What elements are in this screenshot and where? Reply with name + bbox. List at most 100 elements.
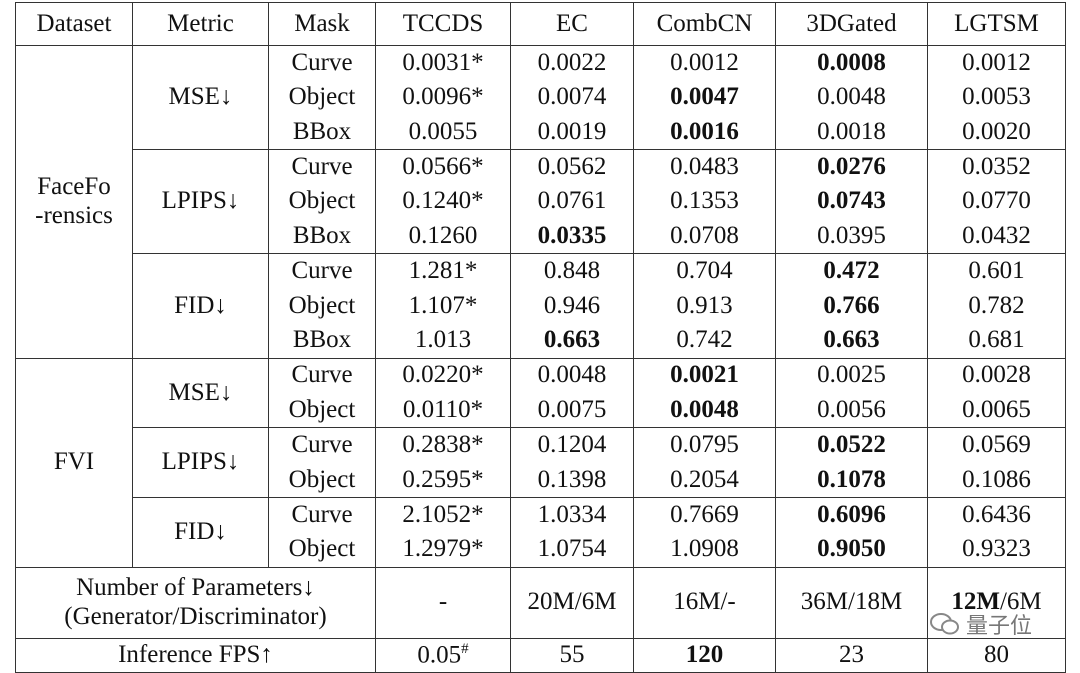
cell-text: Curve [291,257,353,285]
cell-text: FID↓ [174,518,227,546]
column-header: CombCN [633,2,776,46]
value-cell: 0.1260 [375,218,511,255]
value-cell: 0.0562 [510,149,634,185]
cell-text: 0.681 [968,325,1025,353]
value-cell: 20M/6M [510,566,634,639]
dataset-cell: FaceFo -rensics [15,45,133,359]
mask-cell: Object [268,288,376,324]
cell-text: MSE↓ [168,83,233,111]
value-cell: 1.0334 [510,497,634,533]
column-header: Metric [132,2,269,46]
cell-text: 1.281* [408,257,478,285]
column-header: TCCDS [375,2,511,46]
footer-row: Number of Parameters↓ (Generator/Discrimi… [15,566,1066,639]
cell-text: 0.0743 [817,187,886,215]
cell-text: 0.0795 [670,431,739,459]
cell-text: Curve [291,152,353,180]
cell-text: 0.0110* [402,395,484,423]
cell-text: 0.9050 [817,535,886,563]
cell-text: Object [288,465,356,493]
data-row: Object 0.0096* 0.0074 0.0047 0.0048 0.0053 [16,80,1066,115]
header-row: Dataset Metric Mask TCCDS EC CombCN 3DGated LGT… [15,2,1066,46]
data-row: LPIPS↓ Curve 0.0566* 0.0562 0.0483 0.0276 0.03… [16,149,1066,255]
value-cell: 0.0031* [375,45,511,81]
value-cell: 0.946 [510,288,634,324]
cell-text: 0.0025 [817,361,886,389]
cell-text: 3DGated [806,9,897,37]
cell-text: 0.663 [543,325,601,353]
mask-cell: Curve [268,45,376,81]
value-cell: 23 [775,637,928,673]
mask-cell: Curve [268,357,376,393]
value-cell: 1.281* [375,253,511,289]
value-cell: 1.013 [375,323,511,359]
cell-text: 0.0562 [537,152,607,180]
cell-text: 0.0012 [962,48,1031,76]
value-cell: 1.0754 [510,532,634,568]
cell-text: 12M [951,588,1000,616]
value-cell: 0.848 [510,253,634,289]
cell-text: LPIPS↓ [161,187,240,215]
value-cell: 80 [927,637,1066,673]
cell-text: 0.0074 [537,83,607,111]
value-cell: 0.704 [633,253,776,289]
cell-text: 0.0075 [537,395,607,423]
cell-text: Curve [291,48,353,76]
cell-text: 0.0016 [670,117,739,145]
column-header: Mask [268,2,376,46]
value-cell: 55 [510,637,634,673]
cell-text: 0.472 [823,257,880,285]
data-row: FVI MSE↓ Curve 0.0220* 0.0048 0.0021 0.0025 0.0… [15,357,1066,568]
value-cell: 0.2054 [633,462,776,499]
watermark-icon [930,613,959,635]
cell-text: 0.1078 [817,465,886,493]
value-cell: 0.1086 [927,462,1066,499]
value-cell: 120 [633,637,776,673]
cell-text: 0.05 [417,641,462,669]
cell-text: BBox [292,221,352,249]
cell-text: 23 [839,640,864,668]
value-cell: 0.2838* [375,427,511,463]
value-cell: 0.1398 [510,462,634,499]
value-cell: 0.0048 [510,357,634,393]
value-cell: 0.0708 [633,218,776,255]
cell-text: Object [288,83,356,111]
metric-cell: FID↓ [132,253,269,359]
cell-text: 0.0761 [537,187,607,215]
cell-text: 0.0031* [402,48,484,76]
value-cell: 0.0056 [775,392,928,429]
mask-cell: Object [268,184,376,219]
watermark-text: 量子位 [966,614,1033,639]
cell-text: 0.0056 [817,395,886,423]
cell-text: Curve [291,500,353,528]
metric-cell: FID↓ [132,497,269,568]
mask-cell: BBox [268,114,376,151]
metric-cell: MSE↓ [132,357,269,429]
value-cell: 0.0048 [775,80,928,115]
cell-text: 0.0018 [817,117,886,145]
cell-text: 0.0395 [817,221,886,249]
data-row: Object 1.107* 0.946 0.913 0.766 0.782 [16,288,1066,324]
value-cell: 0.663 [775,323,928,359]
value-cell: 0.9323 [927,532,1066,568]
data-row: BBox 1.013 0.663 0.742 0.663 0.681 [16,323,1066,359]
value-cell: 0.0395 [775,218,928,255]
cell-text: 0.0028 [962,361,1031,389]
mask-cell: BBox [268,218,376,255]
cell-text: 0.2595* [402,465,484,493]
value-cell: 0.0022 [510,45,634,81]
cell-text: EC [556,9,588,37]
mask-cell: Object [268,80,376,115]
value-cell: 0.0012 [633,45,776,81]
value-cell: 0.05# [375,637,511,673]
table-body: FaceFo -rensics MSE↓ Curve 0.0031* 0.0022 0.00… [15,44,1066,673]
value-cell: 0.0522 [775,427,928,463]
value-cell: 0.0074 [510,80,634,115]
cell-text: 0.6436 [962,500,1031,528]
metric-cell: LPIPS↓ [132,427,269,499]
mask-cell: Curve [268,427,376,463]
mask-cell: Object [268,462,376,499]
cell-text: 0.0483 [670,152,739,180]
